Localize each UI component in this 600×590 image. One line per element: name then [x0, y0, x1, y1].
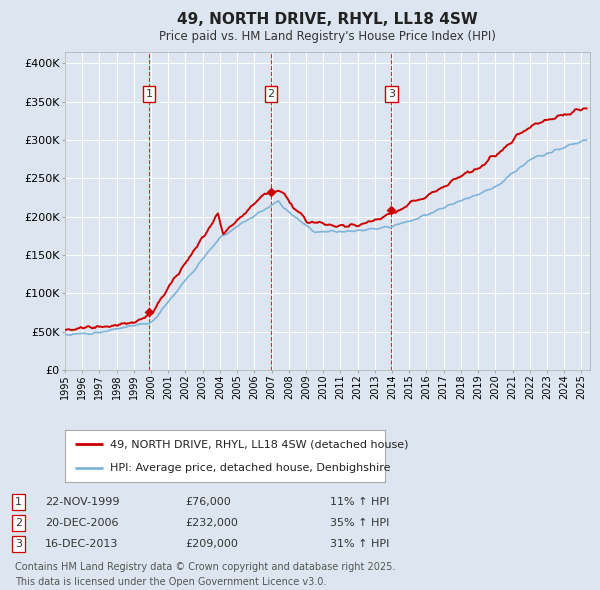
Text: 22-NOV-1999: 22-NOV-1999: [45, 497, 119, 507]
Text: 49, NORTH DRIVE, RHYL, LL18 4SW: 49, NORTH DRIVE, RHYL, LL18 4SW: [177, 12, 478, 27]
Text: Price paid vs. HM Land Registry's House Price Index (HPI): Price paid vs. HM Land Registry's House …: [159, 30, 496, 43]
Text: 2: 2: [15, 518, 22, 528]
Text: 1: 1: [15, 497, 22, 507]
Text: £209,000: £209,000: [185, 539, 238, 549]
Point: [266, 188, 275, 197]
Text: 1: 1: [146, 89, 152, 99]
Text: 49, NORTH DRIVE, RHYL, LL18 4SW (detached house): 49, NORTH DRIVE, RHYL, LL18 4SW (detache…: [110, 439, 408, 449]
Text: 3: 3: [15, 539, 22, 549]
Text: £232,000: £232,000: [185, 518, 238, 528]
Point: [145, 307, 154, 316]
Text: 16-DEC-2013: 16-DEC-2013: [45, 539, 118, 549]
Text: £76,000: £76,000: [185, 497, 231, 507]
Text: 20-DEC-2006: 20-DEC-2006: [45, 518, 119, 528]
Text: This data is licensed under the Open Government Licence v3.0.: This data is licensed under the Open Gov…: [15, 577, 326, 587]
Text: Contains HM Land Registry data © Crown copyright and database right 2025.: Contains HM Land Registry data © Crown c…: [15, 562, 395, 572]
Text: 11% ↑ HPI: 11% ↑ HPI: [330, 497, 389, 507]
Text: HPI: Average price, detached house, Denbighshire: HPI: Average price, detached house, Denb…: [110, 463, 390, 473]
Text: 2: 2: [268, 89, 274, 99]
Text: 35% ↑ HPI: 35% ↑ HPI: [330, 518, 389, 528]
Text: 3: 3: [388, 89, 395, 99]
Text: 31% ↑ HPI: 31% ↑ HPI: [330, 539, 389, 549]
Point: [386, 205, 396, 215]
